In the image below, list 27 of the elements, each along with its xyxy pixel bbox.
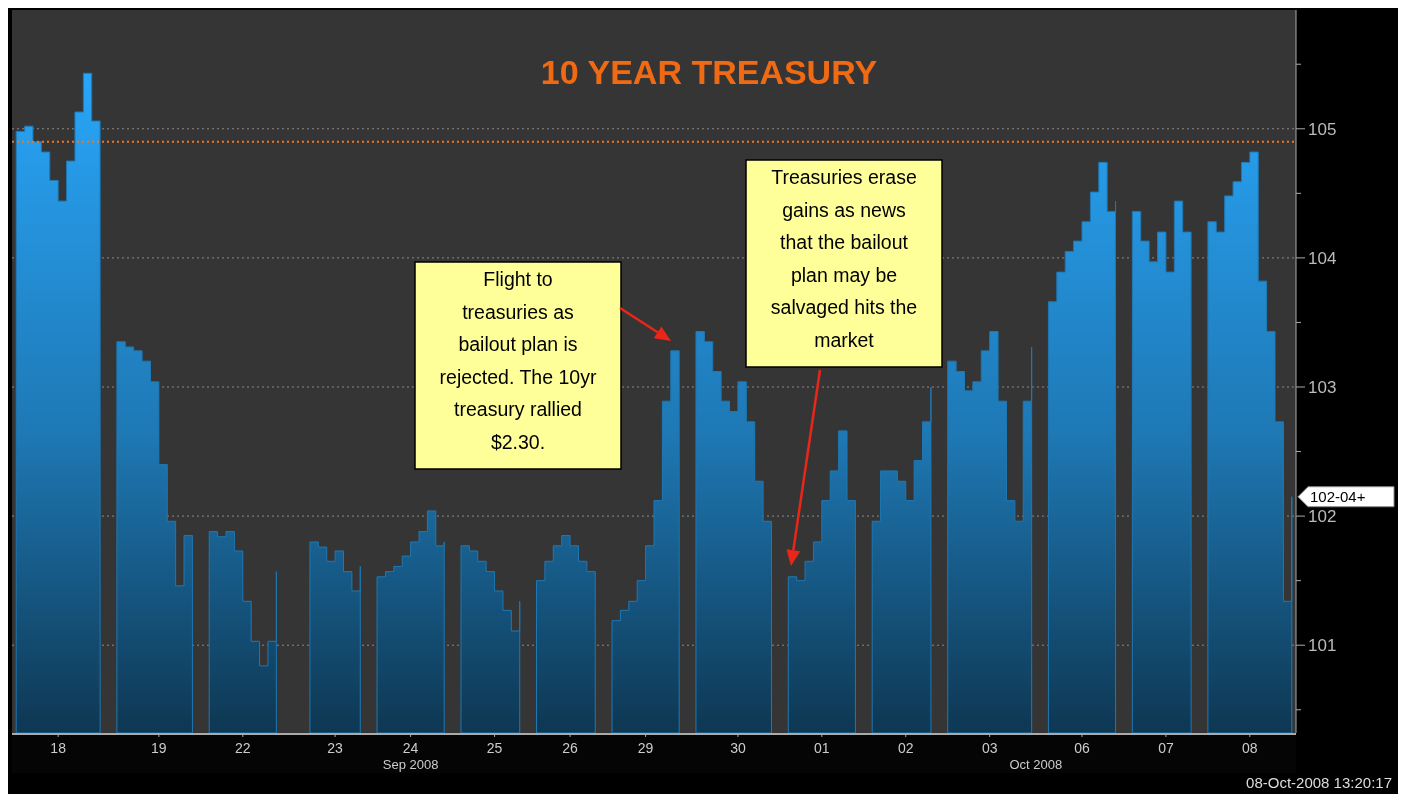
x-tick-label: 26 — [562, 740, 579, 756]
x-tick-label: 01 — [814, 740, 830, 756]
x-tick-label: 25 — [486, 740, 503, 756]
text: Oct 2008 — [1009, 757, 1063, 772]
x-tick-label: 30 — [730, 740, 746, 756]
y-tick-label: 104 — [1308, 248, 1337, 268]
y-tick-label: 102 — [1308, 507, 1337, 527]
x-tick-label: 08 — [1242, 740, 1258, 756]
x-tick-label: 18 — [50, 740, 67, 756]
x-tick-label: 07 — [1158, 740, 1174, 756]
annotation: Treasuries erase gains as news that the bailout plan may be salvaged hits the market — [770, 166, 918, 351]
y-tick-label: 105 — [1308, 119, 1337, 139]
x-tick-label: 29 — [637, 740, 654, 756]
x-tick-label: 19 — [151, 740, 167, 756]
y-tick-label: 101 — [1308, 636, 1337, 656]
x-tick-label: 02 — [897, 740, 914, 756]
x-tick-label: 03 — [981, 740, 998, 756]
y-tick-label: 103 — [1308, 377, 1337, 397]
text: 102-04+ — [1310, 487, 1366, 505]
x-tick-label: 22 — [235, 740, 251, 756]
x-tick-label: 23 — [327, 740, 344, 756]
x-tick-label: 06 — [1074, 740, 1090, 756]
text: 08-Oct-2008 13:20:17 — [1246, 774, 1392, 791]
x-tick-label: 24 — [402, 740, 419, 756]
annotation: Flight to treasuries as bailout plan is rejected. The 10yr treasury rallied $2.30. — [439, 268, 597, 453]
text: 10 YEAR TREASURY — [540, 53, 878, 91]
text: Sep 2008 — [382, 757, 439, 772]
